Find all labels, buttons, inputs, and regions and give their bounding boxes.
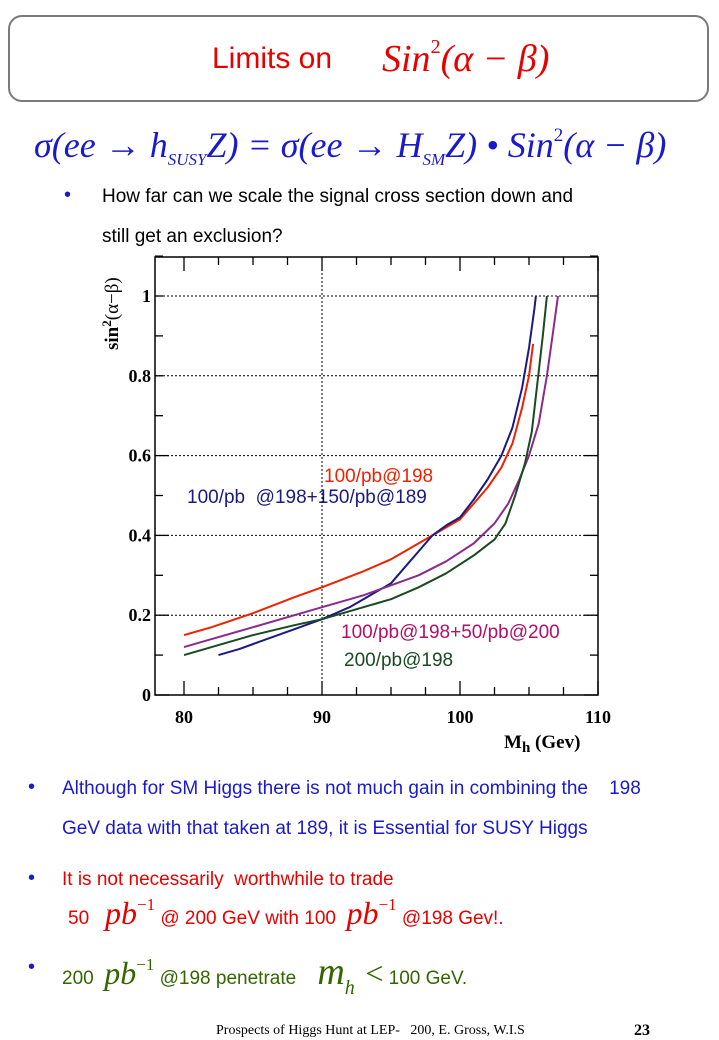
ticks-layer [155, 255, 599, 696]
pb-text: pb [346, 895, 379, 931]
y-tick-label: 0.8 [129, 366, 152, 386]
bullet3-amount: 200 [62, 968, 94, 989]
x-tick-label: 110 [585, 707, 611, 727]
title-sin: Sin [382, 38, 431, 80]
mh-symbol: mh [317, 951, 354, 999]
formula-part: Z) • Sin [445, 125, 554, 165]
y-tick-label: 0.4 [129, 525, 152, 545]
bullet3-middle: @198 penetrate [159, 968, 297, 989]
formula-sup: 2 [553, 125, 564, 146]
y-tick-label: 0.2 [129, 605, 152, 625]
title-frame [8, 15, 709, 102]
pb-unit: pb−1 [105, 895, 155, 931]
pb-text: pb [104, 895, 137, 931]
pb-text: pb [104, 955, 137, 991]
y-tick-label: 1 [142, 286, 151, 306]
bullet2-line1: It is not necessarily worthwhile to trad… [62, 869, 394, 890]
y-axis-title-arg: (α−β) [102, 277, 123, 320]
x-axis-title: Mh (Gev) [504, 732, 580, 756]
x-tick-label: 100 [447, 707, 474, 727]
y-axis-title-sup: 2 [99, 320, 114, 327]
pb-sup: −1 [136, 955, 155, 974]
y-tick-label: 0.6 [129, 446, 152, 466]
x-tick-label: 90 [313, 707, 331, 727]
series-label: 100/pb@198 [324, 466, 433, 487]
x-axis-title-unit: (Gev) [530, 732, 580, 753]
series-label: 200/pb@198 [344, 650, 453, 671]
pb-sup: −1 [136, 895, 156, 914]
title-sup: 2 [430, 36, 441, 58]
x-tick-label: 80 [175, 707, 193, 727]
series-label: 100/pb @198+150/pb@189 [187, 487, 427, 508]
bullet2-amount: 50 [68, 908, 90, 929]
pb-unit: pb−1 [347, 895, 397, 931]
formula-part: (α − β) [563, 125, 667, 165]
labels-layer: 80 90 100 110 0 0.2 0.4 0.6 0.8 1 [129, 286, 612, 727]
y-tick-label: 0 [142, 685, 151, 705]
bullet3-end: 100 GeV. [388, 968, 468, 989]
mh-sub: h [344, 977, 355, 999]
x-axis-title-main: M [504, 732, 522, 753]
slide-title: Limits on [212, 42, 333, 75]
series-line [183, 295, 559, 649]
bullet1-line2: GeV data with that taken at 189, it is E… [62, 818, 588, 839]
formula-part: σ(ee → h [34, 125, 168, 165]
cross-section-formula: σ(ee → hSUSYZ) = σ(ee → HSMZ) • Sin2(α −… [34, 124, 666, 170]
y-axis-title-main: sin [102, 326, 123, 350]
bullet-icon: • [64, 184, 72, 206]
x-axis-title-sub: h [522, 740, 531, 756]
slide-title-formula: Sin2(α − β) [382, 36, 549, 81]
intro-bullet-line1: How far can we scale the signal cross se… [102, 186, 574, 207]
bullet-icon: • [28, 956, 36, 978]
pb-sup: −1 [378, 895, 397, 914]
bullet1-line1: Although for SM Higgs there is not much … [62, 778, 641, 799]
less-than-symbol: < [365, 955, 384, 991]
mh-text: m [317, 951, 345, 993]
bullet-icon: • [28, 776, 36, 798]
formula-part: Z) = σ(ee → H [206, 125, 423, 165]
bullet2-end: @198 Gev!. [401, 908, 504, 929]
series-line [218, 295, 537, 657]
intro-bullet-line2: still get an exclusion? [102, 226, 283, 247]
series-layer [183, 295, 559, 657]
y-axis-title: sin2(α−β) [99, 277, 123, 350]
bullet2-middle: @ 200 GeV with 100 [160, 908, 336, 929]
formula-sub: SM [422, 150, 446, 169]
page-number: 23 [634, 1022, 650, 1039]
formula-sub: SUSY [167, 150, 207, 169]
bullet2-line2: 50 pb−1 @ 200 GeV with 100 pb−1 @198 Gev… [68, 895, 504, 932]
series-line [183, 295, 548, 657]
bullet-icon: • [28, 867, 36, 889]
bullet3-line: 200 pb−1 @198 penetrate mh < 100 GeV. [62, 950, 467, 1000]
title-arg: (α − β) [440, 38, 550, 80]
pb-unit: pb−1 [104, 955, 154, 991]
plot-frame [154, 256, 599, 696]
footer-text: Prospects of Higgs Hunt at LEP- 200, E. … [216, 1023, 525, 1038]
series-label: 100/pb@198+50/pb@200 [341, 622, 560, 643]
